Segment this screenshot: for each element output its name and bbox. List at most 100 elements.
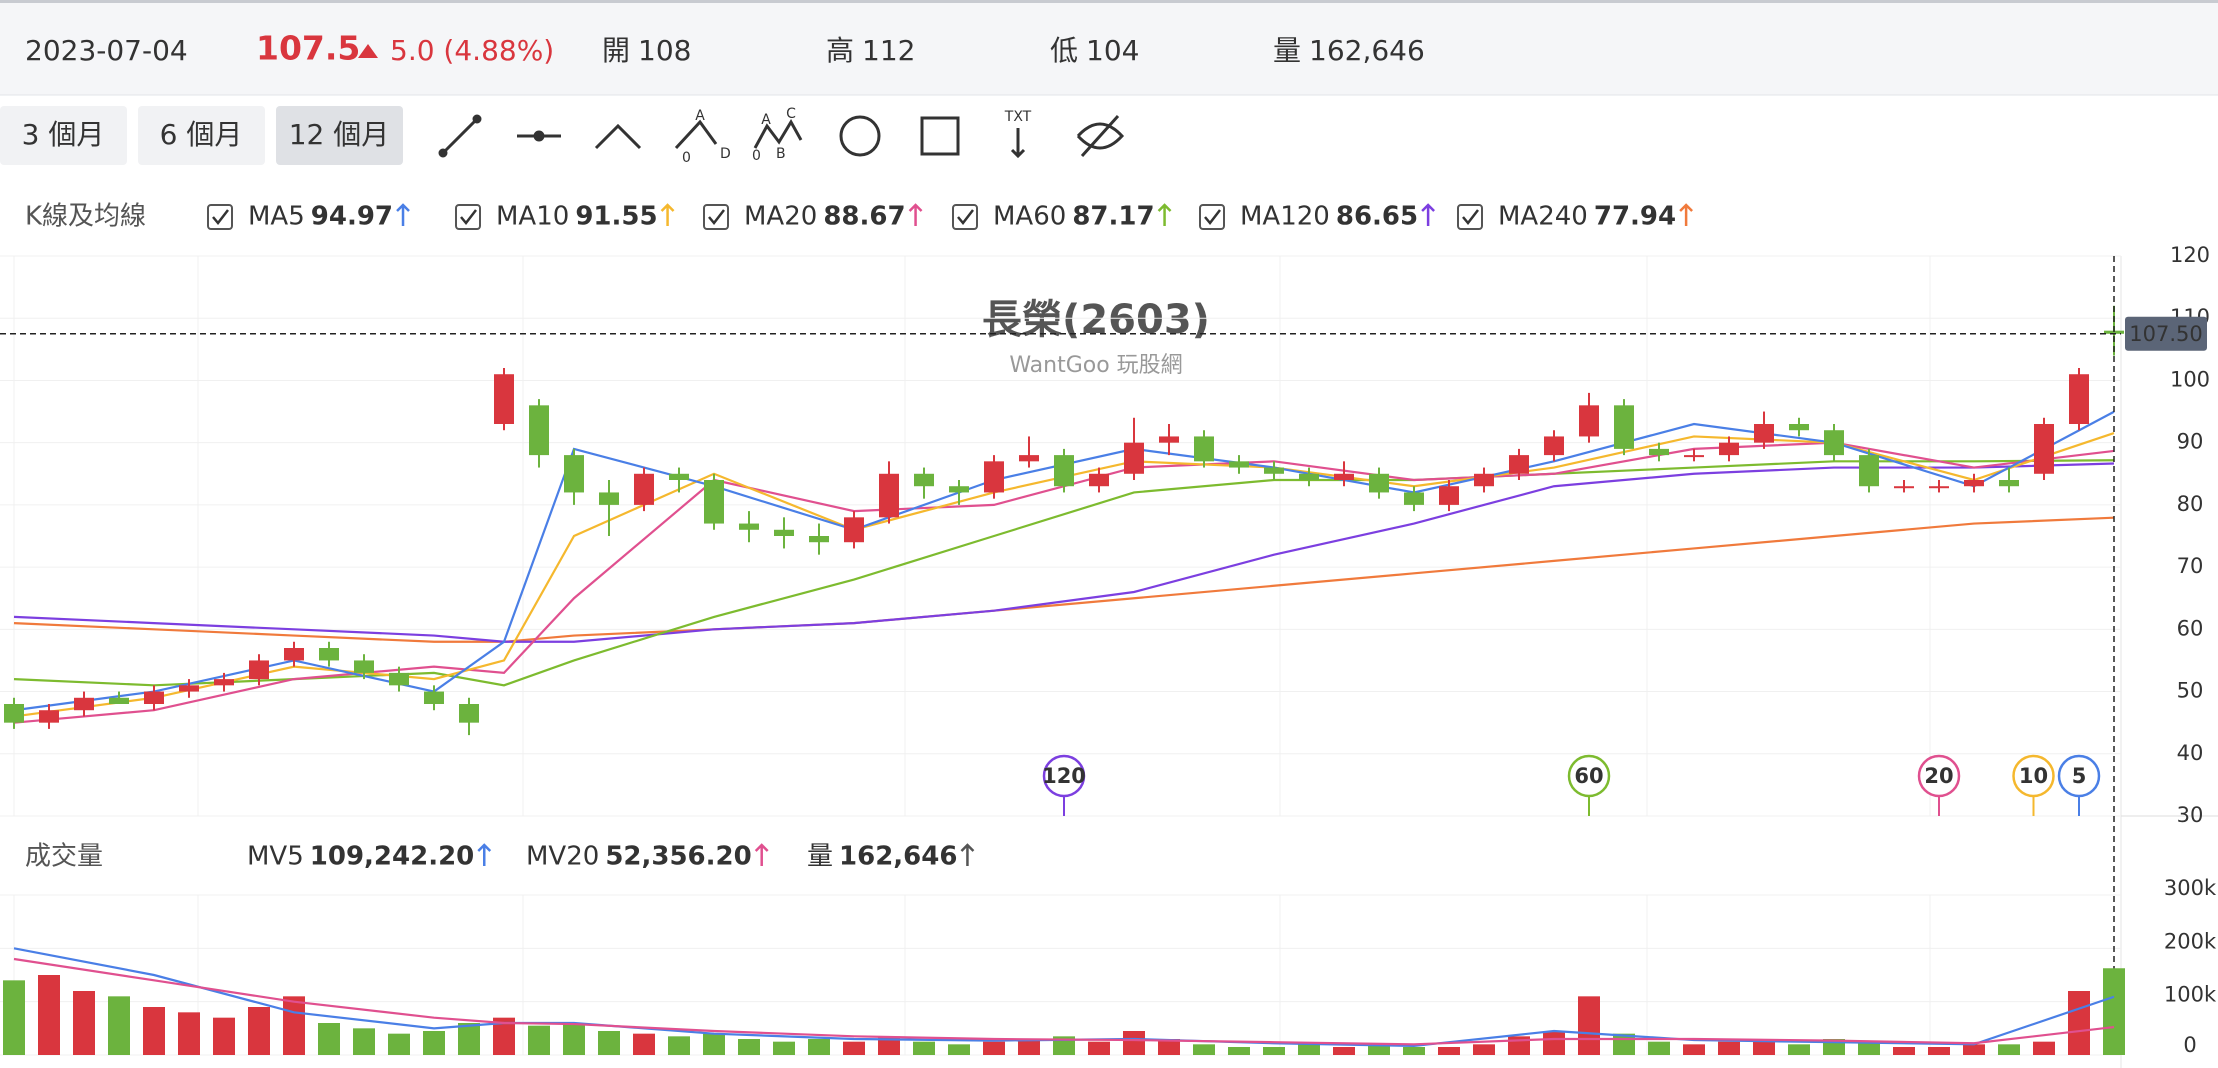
candle-body — [459, 704, 479, 723]
candle-body — [844, 517, 864, 543]
volume-bar — [738, 1039, 760, 1055]
mv-line — [13, 957, 2115, 1046]
checkmark — [708, 209, 725, 225]
candle-body — [1684, 455, 1704, 458]
candle-body — [1544, 436, 1564, 456]
mv-line — [13, 947, 2115, 1048]
volume-bar — [108, 996, 130, 1055]
rect-tool[interactable] — [920, 116, 960, 156]
volume-bar — [493, 1017, 515, 1055]
candle-body — [809, 536, 829, 543]
y-tick-label: 80 — [2177, 492, 2204, 516]
candle-body — [1159, 436, 1179, 443]
volume-bar — [843, 1041, 865, 1055]
candle-body — [2069, 374, 2089, 424]
price: 107.5 — [256, 29, 360, 68]
volume-bar — [1683, 1044, 1705, 1055]
volume-bar — [1403, 1047, 1425, 1055]
candle-body — [1474, 473, 1494, 487]
volume-bar — [1543, 1031, 1565, 1055]
stat-label: 高 — [826, 34, 854, 67]
volume-bar — [458, 1023, 480, 1055]
candle-body — [249, 660, 269, 680]
candle-body — [2104, 330, 2124, 334]
line-tool[interactable] — [441, 117, 479, 155]
range-button[interactable] — [0, 106, 127, 165]
candle-body — [214, 679, 234, 686]
last-price-box — [2125, 316, 2207, 351]
range-label: 3 個月 — [22, 118, 105, 151]
trend-arrow — [754, 843, 769, 866]
abcd-tool[interactable] — [753, 119, 803, 149]
y-tick-label: 300k — [2164, 876, 2217, 900]
candle-body — [1579, 405, 1599, 437]
marker-label: 10 — [2019, 764, 2048, 788]
volume-bar — [1438, 1047, 1460, 1055]
tool-letter: 0 — [682, 150, 691, 166]
candle-body — [144, 691, 164, 704]
candle-body — [739, 523, 759, 530]
ma-name: MA5 — [248, 202, 305, 232]
volume-title: 成交量 — [25, 842, 103, 872]
candle-body — [1334, 473, 1354, 480]
volume-bar — [318, 1023, 340, 1055]
volume-bar — [38, 975, 60, 1055]
candle-body — [1299, 473, 1319, 480]
volume-bar — [248, 1007, 270, 1055]
volume-bar — [1158, 1039, 1180, 1055]
candle-body — [1369, 473, 1389, 493]
candle-body — [984, 461, 1004, 493]
checkbox[interactable] — [455, 204, 481, 230]
stat-label: 量 — [1273, 34, 1301, 67]
volume-bar — [1018, 1039, 1040, 1055]
range-button[interactable] — [138, 106, 265, 165]
text-tool[interactable] — [1010, 128, 1026, 159]
date: 2023-07-04 — [25, 34, 188, 67]
mv-value: 52,356.20 — [605, 842, 751, 872]
checkbox[interactable] — [207, 204, 233, 230]
ma-value: 87.17 — [1072, 202, 1154, 232]
tool-icons — [438, 114, 1125, 159]
tool-letter: C — [786, 106, 796, 122]
candle-body — [1404, 492, 1424, 505]
abc-tool[interactable] — [674, 119, 718, 150]
checkbox[interactable] — [703, 204, 729, 230]
legend-title: K線及均線 — [25, 202, 146, 232]
candle-body — [1614, 405, 1634, 449]
ma-name: MA60 — [993, 202, 1066, 232]
candle-body — [1439, 486, 1459, 505]
candle-body — [1824, 430, 1844, 456]
volume-bar — [73, 991, 95, 1055]
candle-body — [1964, 480, 1984, 487]
angle-tool[interactable] — [594, 123, 642, 150]
candle-body — [669, 473, 689, 480]
hide-tool[interactable] — [1076, 114, 1125, 158]
volume-bar — [773, 1041, 795, 1055]
y-tick-label: 30 — [2177, 803, 2204, 827]
trend-arrow — [477, 843, 492, 866]
checkbox[interactable] — [1457, 204, 1483, 230]
range-button[interactable] — [276, 106, 403, 165]
checkbox[interactable] — [1199, 204, 1225, 230]
ma-line — [13, 516, 2115, 643]
volume-bar — [1088, 1041, 1110, 1055]
tool-letter: 0 — [752, 148, 761, 164]
mv-name: MV20 — [526, 842, 599, 872]
candle-body — [319, 648, 339, 661]
volume-bar — [1893, 1047, 1915, 1055]
volume-bar — [1858, 1041, 1880, 1055]
checkbox[interactable] — [952, 204, 978, 230]
y-tick-label: 200k — [2164, 929, 2217, 953]
candle-body — [879, 473, 899, 518]
marker — [1917, 754, 1961, 798]
trend-arrow — [396, 203, 410, 226]
marker-label: 20 — [1924, 764, 1953, 788]
candle-body — [109, 697, 129, 704]
volume-bar — [143, 1007, 165, 1055]
checkmark — [460, 209, 477, 225]
stat-value: 104 — [1086, 34, 1139, 67]
ma-name: MA240 — [1498, 202, 1588, 232]
marker-label: 5 — [2072, 764, 2087, 788]
circle-tool[interactable] — [839, 115, 881, 157]
volume-bar — [913, 1041, 935, 1055]
